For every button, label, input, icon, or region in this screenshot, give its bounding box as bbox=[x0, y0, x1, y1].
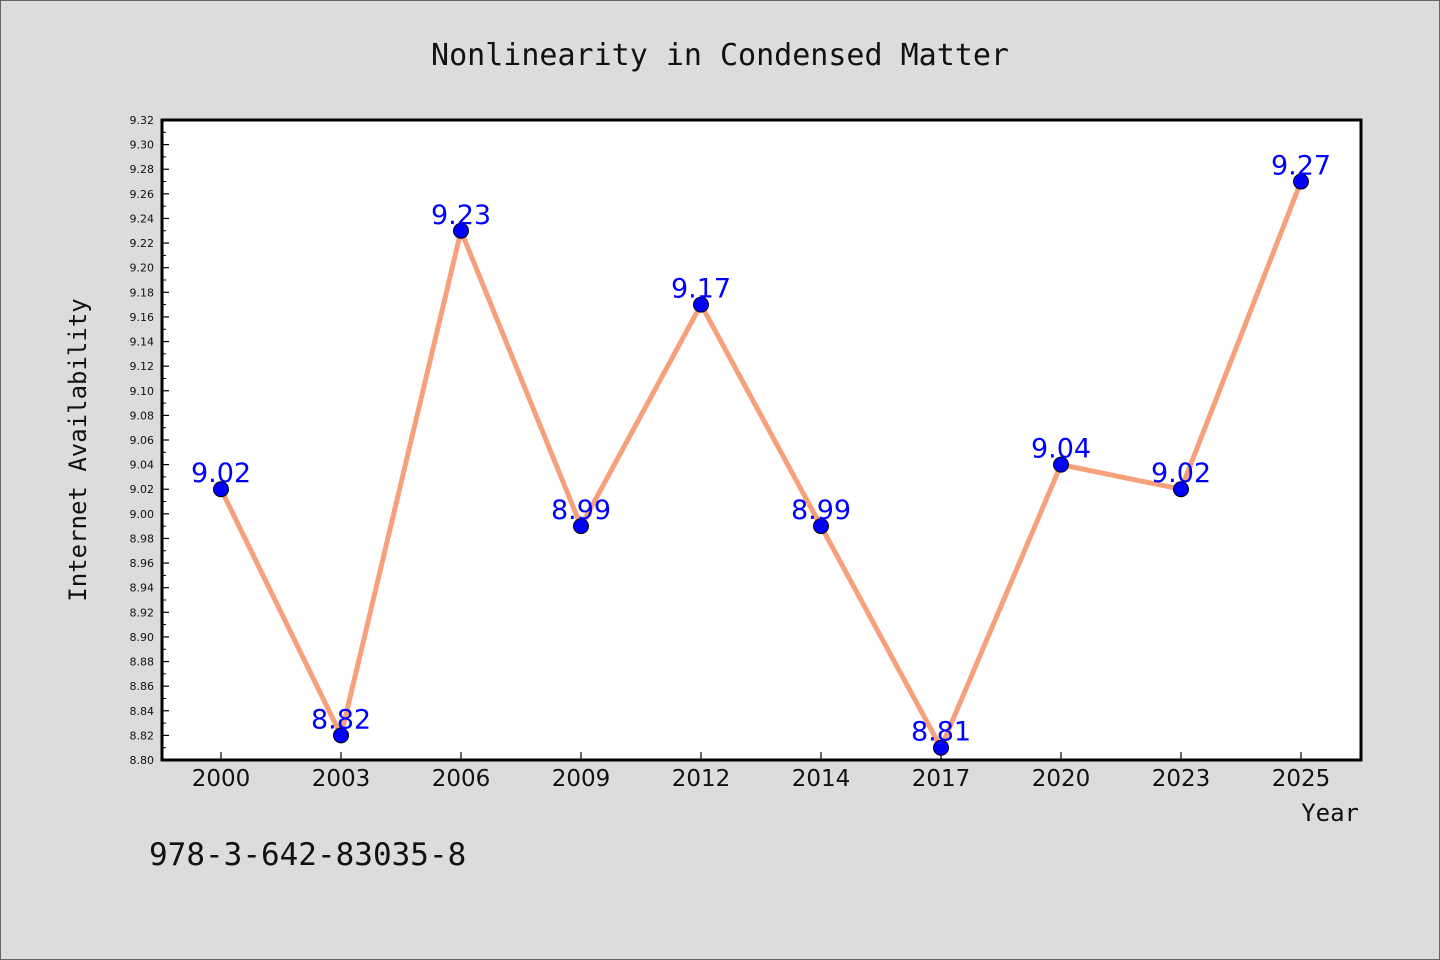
y-tick-label: 9.14 bbox=[130, 336, 155, 349]
data-label: 8.82 bbox=[311, 704, 371, 735]
y-tick-label: 9.26 bbox=[130, 188, 155, 201]
y-tick-label: 9.10 bbox=[130, 385, 155, 398]
y-tick-label: 9.20 bbox=[130, 262, 155, 275]
y-tick-label: 8.90 bbox=[130, 631, 155, 644]
x-axis-ticks: 2000 2003 2006 2009 2012 2014 2017 2020 2023 2025 bbox=[192, 752, 1331, 792]
x-tick-label: 2012 bbox=[672, 766, 731, 792]
y-tick-label: 8.82 bbox=[130, 729, 155, 742]
data-label: 9.17 bbox=[671, 274, 731, 305]
data-label: 8.81 bbox=[911, 717, 971, 748]
y-tick-label: 9.24 bbox=[130, 212, 155, 225]
data-point bbox=[1293, 173, 1309, 190]
x-tick-label: 2014 bbox=[792, 766, 851, 792]
y-tick-label: 8.80 bbox=[130, 754, 155, 767]
data-label: 9.27 bbox=[1271, 151, 1331, 182]
x-tick-label: 2000 bbox=[192, 766, 251, 792]
y-tick-label: 9.32 bbox=[130, 114, 155, 127]
series-line bbox=[218, 180, 1304, 751]
y-tick-label: 9.06 bbox=[130, 434, 155, 447]
y-tick-label: 9.28 bbox=[130, 163, 155, 176]
data-label: 9.02 bbox=[1151, 458, 1211, 489]
y-axis-ticks: 8.80 8.82 8.84 8.86 8.88 8.90 8.92 8.94 8.96 8.98… bbox=[130, 114, 169, 767]
y-tick-label: 8.94 bbox=[130, 582, 155, 595]
y-tick-label: 8.84 bbox=[130, 705, 155, 718]
y-tick-label: 9.30 bbox=[130, 139, 155, 152]
plot-area bbox=[162, 120, 1361, 760]
x-tick-label: 2023 bbox=[1152, 766, 1211, 792]
chart-title: Nonlinearity in Condensed Matter bbox=[431, 38, 1009, 73]
data-labels: 9.02 8.82 9.23 8.99 9.17 8.99 8.81 9.04 9.02 9.27 bbox=[191, 151, 1331, 748]
y-tick-label: 9.12 bbox=[130, 360, 155, 373]
y-tick-label: 8.88 bbox=[130, 656, 155, 669]
data-label: 8.99 bbox=[791, 495, 851, 526]
data-point bbox=[1173, 481, 1189, 498]
data-point bbox=[573, 518, 589, 535]
data-label: 9.04 bbox=[1031, 434, 1091, 465]
data-label: 9.23 bbox=[431, 200, 491, 231]
data-point bbox=[693, 296, 709, 313]
data-series bbox=[213, 173, 1309, 756]
y-axis-label: Internet Availability bbox=[64, 298, 92, 601]
x-tick-label: 2009 bbox=[552, 766, 611, 792]
x-axis-label: Year bbox=[1301, 799, 1359, 827]
data-label: 8.99 bbox=[551, 495, 611, 526]
data-point bbox=[333, 727, 349, 744]
x-tick-label: 2017 bbox=[912, 766, 971, 792]
data-label: 9.02 bbox=[191, 458, 251, 489]
x-tick-label: 2025 bbox=[1272, 766, 1331, 792]
data-point bbox=[813, 518, 829, 535]
y-tick-label: 9.08 bbox=[130, 409, 155, 422]
plot-border bbox=[160, 118, 1363, 762]
annotation-text: 978-3-642-83035-8 bbox=[149, 837, 466, 873]
y-tick-label: 9.18 bbox=[130, 286, 155, 299]
y-tick-label: 8.86 bbox=[130, 680, 155, 693]
data-point bbox=[933, 739, 949, 756]
y-tick-label: 8.98 bbox=[130, 532, 155, 545]
x-tick-label: 2006 bbox=[432, 766, 491, 792]
data-point bbox=[1053, 456, 1069, 473]
y-tick-label: 9.16 bbox=[130, 311, 155, 324]
x-tick-label: 2003 bbox=[312, 766, 371, 792]
y-tick-label: 8.92 bbox=[130, 606, 155, 619]
y-tick-label: 9.02 bbox=[130, 483, 155, 496]
y-tick-label: 9.22 bbox=[130, 237, 155, 250]
y-tick-label: 9.00 bbox=[130, 508, 155, 521]
data-point bbox=[453, 222, 469, 239]
data-point bbox=[213, 481, 229, 498]
y-tick-label: 8.96 bbox=[130, 557, 155, 570]
y-tick-label: 9.04 bbox=[130, 459, 155, 472]
x-tick-label: 2020 bbox=[1032, 766, 1091, 792]
